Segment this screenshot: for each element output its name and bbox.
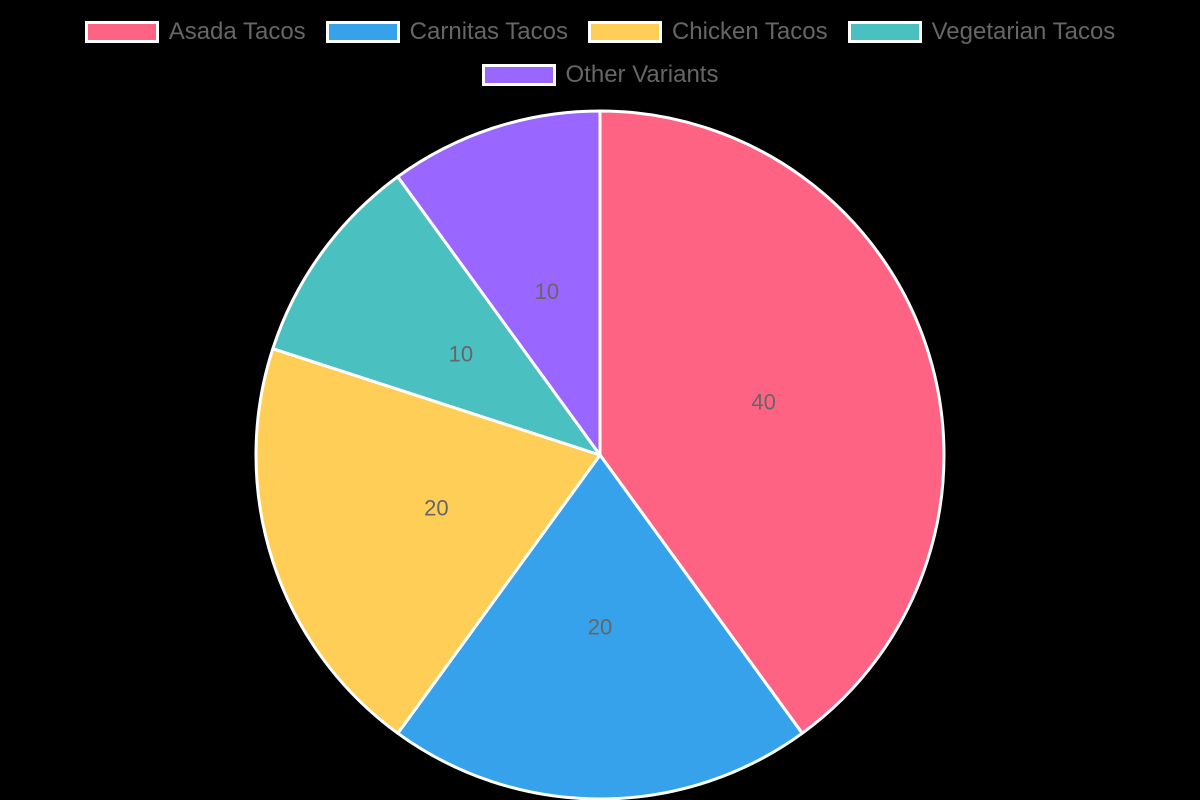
legend-item-vegetarian[interactable]: Vegetarian Tacos [847, 18, 1116, 45]
legend-row-2: Other Variants [0, 53, 1200, 97]
legend-swatch-other [481, 64, 556, 86]
legend-swatch-asada [84, 21, 159, 43]
legend-swatch-chicken [587, 21, 662, 43]
pie-slice-other-variants[interactable] [396, 109, 602, 456]
pie-slice-carnitas-tacos[interactable] [396, 454, 804, 800]
slice-value-label: 20 [588, 615, 612, 640]
pie-slices [254, 109, 946, 800]
legend-row-1: Asada Tacos Carnitas Tacos Chicken Tacos… [0, 10, 1200, 54]
legend-item-asada[interactable]: Asada Tacos [84, 18, 306, 45]
pie-slice-asada-tacos[interactable] [598, 109, 946, 735]
slice-value-label: 10 [449, 341, 473, 366]
legend-label-other: Other Variants [565, 61, 719, 88]
pie-slice-chicken-tacos[interactable] [254, 347, 602, 735]
pie-labels: 40 20 20 10 10 [424, 279, 776, 640]
slice-value-label: 10 [535, 279, 559, 304]
legend-item-carnitas[interactable]: Carnitas Tacos [325, 18, 568, 45]
pie-slice-vegetarian-tacos[interactable] [271, 175, 602, 457]
legend-item-other[interactable]: Other Variants [481, 61, 719, 88]
legend-item-chicken[interactable]: Chicken Tacos [587, 18, 828, 45]
legend-label-carnitas: Carnitas Tacos [409, 18, 568, 45]
legend-swatch-carnitas [325, 21, 400, 43]
chart-legend: Asada Tacos Carnitas Tacos Chicken Tacos… [0, 0, 1200, 97]
legend-label-chicken: Chicken Tacos [671, 18, 828, 45]
legend-label-vegetarian: Vegetarian Tacos [931, 18, 1116, 45]
slice-value-label: 40 [751, 389, 775, 414]
legend-swatch-vegetarian [847, 21, 922, 43]
legend-label-asada: Asada Tacos [168, 18, 306, 45]
slice-value-label: 20 [424, 496, 448, 521]
